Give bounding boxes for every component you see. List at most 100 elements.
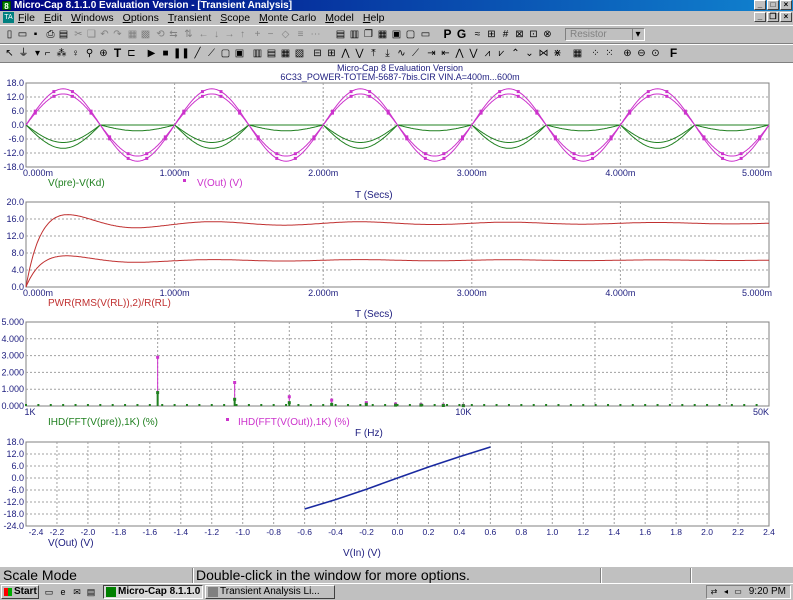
save-icon[interactable]: ▪ [33, 29, 38, 40]
data-points-icon[interactable]: ⁘ [591, 48, 600, 59]
zoom-out-icon[interactable]: − [267, 29, 274, 40]
menu-windows[interactable]: Windows [71, 12, 114, 24]
scale-icon[interactable]: ⊡ [529, 29, 538, 40]
document-icon[interactable]: TA [3, 12, 14, 23]
cursor-mode-icon[interactable]: ⊟ [313, 48, 322, 59]
speaker-icon[interactable]: ◂ [723, 587, 728, 596]
dropdown-arrow-icon[interactable]: ▾ [34, 48, 41, 59]
stop-icon[interactable]: ■ [162, 48, 169, 59]
redo-icon[interactable]: ↷ [113, 29, 122, 40]
mark-icon[interactable]: ⊠ [515, 29, 524, 40]
menu-model[interactable]: Model [325, 12, 354, 24]
undo-icon[interactable]: ↶ [100, 29, 109, 40]
fft-button[interactable]: F [669, 46, 678, 60]
line-icon[interactable]: ╱ [194, 48, 201, 59]
menu-transient[interactable]: Transient [167, 12, 212, 24]
x-cross-icon[interactable]: ⋈ [538, 48, 549, 59]
browser-icon[interactable]: e [60, 587, 66, 597]
doc-restore-button[interactable]: ❐ [767, 12, 779, 22]
doc-close-button[interactable]: × [780, 12, 792, 22]
inflection-icon[interactable]: ∿ [397, 48, 406, 59]
step-right-icon[interactable]: → [224, 29, 235, 40]
next-interp-icon[interactable]: ⇤ [441, 48, 450, 59]
analysis-plots[interactable]: Micro-Cap 8 Evaluation Version 6C33_POWE… [0, 63, 793, 566]
frame-icon[interactable]: ▣ [234, 48, 245, 59]
diagonal-icon[interactable]: ⟋ [208, 48, 215, 59]
monitor-icon[interactable]: ▭ [734, 587, 742, 596]
valley-icon[interactable]: ⋁ [355, 48, 364, 59]
fit-icon[interactable]: ◇ [281, 29, 290, 40]
info-icon[interactable]: ♀ [71, 48, 80, 59]
zoom-fit-icon[interactable]: ⊙ [651, 48, 660, 59]
tag-icon[interactable]: ▦ [572, 48, 583, 59]
minimize-button[interactable]: _ [754, 0, 766, 10]
align-icon[interactable]: ≡ [297, 29, 304, 40]
step-up-icon[interactable]: ↑ [240, 29, 245, 40]
text-tool-button[interactable]: T [113, 46, 122, 60]
notes-icon[interactable]: ▢ [405, 29, 416, 40]
bus-icon[interactable]: ⁂ [56, 48, 67, 59]
box-icon[interactable]: ▢ [220, 48, 231, 59]
menu-options[interactable]: Options [122, 12, 159, 24]
select-mode-icon[interactable]: ↖ [5, 48, 14, 59]
zoom-in-icon[interactable]: + [254, 29, 261, 40]
global-high-icon[interactable]: ⩘ [484, 48, 491, 59]
cut-icon[interactable]: ✂ [74, 29, 83, 40]
help-icon[interactable]: ⚲ [85, 48, 94, 59]
scale-mode-icon[interactable]: ⊞ [327, 48, 336, 59]
low-icon[interactable]: ⤓ [385, 48, 390, 59]
wire-icon[interactable]: ⌐ [44, 48, 51, 59]
rotate-icon[interactable]: ⟲ [156, 29, 165, 40]
window-list-icon[interactable]: ▦ [377, 29, 388, 40]
mirror-icon[interactable]: ⇆ [169, 29, 178, 40]
clear-icon[interactable]: ▩ [140, 29, 151, 40]
minor-grid-icon[interactable]: ▧ [294, 48, 305, 59]
desktop-icon[interactable]: ▭ [44, 587, 54, 597]
axis-icon[interactable]: ▤ [266, 48, 277, 59]
menu-monte-carlo[interactable]: Monte Carlo [259, 12, 317, 24]
step-left-icon[interactable]: ← [198, 29, 209, 40]
menu-file[interactable]: File [18, 12, 35, 24]
calculator-icon[interactable]: ▣ [391, 29, 402, 40]
bottom-icon[interactable]: ⌄ [525, 48, 534, 59]
flip-icon[interactable]: ⇅ [184, 29, 193, 40]
menu-edit[interactable]: Edit [43, 12, 63, 24]
zoom-out-plot-icon[interactable]: ⊖ [637, 48, 646, 59]
grid-icon[interactable]: ▥ [252, 48, 263, 59]
next-point-icon[interactable]: ⇥ [427, 48, 436, 59]
print-preview-icon[interactable]: ▤ [58, 29, 69, 40]
mail-icon[interactable]: ✉ [73, 587, 81, 597]
wave-table-icon[interactable]: ⊞ [487, 29, 496, 40]
graph-button[interactable]: G [456, 27, 467, 41]
paste-icon[interactable]: ▦ [127, 29, 138, 40]
tile-horizontal-icon[interactable]: ▤ [335, 29, 346, 40]
component-mode-icon[interactable]: ⏚ [18, 48, 29, 59]
peak-to-peak-icon[interactable]: ⋀ [455, 48, 464, 59]
slope-icon[interactable]: ⟋ [412, 48, 419, 59]
peak-icon[interactable]: ⋀ [341, 48, 350, 59]
zoom-in-plot-icon[interactable]: ⊕ [623, 48, 632, 59]
graphics-icon[interactable]: ⊏ [127, 48, 136, 59]
explorer-icon[interactable]: ▤ [86, 587, 96, 597]
plot-grid-icon[interactable]: ▦ [280, 48, 291, 59]
task-microcap[interactable]: Micro-Cap 8.1.1.0 ... [103, 585, 203, 599]
menu-scope[interactable]: Scope [220, 12, 251, 24]
copy-icon[interactable]: ❏ [87, 29, 96, 40]
high-icon[interactable]: ⤒ [371, 48, 376, 59]
app-icon[interactable]: 8 [2, 1, 11, 11]
new-file-icon[interactable]: ▯ [6, 29, 13, 40]
menu-help[interactable]: Help [362, 12, 385, 24]
print-icon[interactable]: ⎙ [46, 29, 55, 40]
point-icon[interactable]: ⊕ [99, 48, 108, 59]
run-icon[interactable]: ▶ [147, 48, 156, 59]
pause-icon[interactable]: ❚❚ [173, 48, 190, 59]
network-icon[interactable]: ⇄ [710, 587, 718, 596]
peak-button[interactable]: P [443, 27, 452, 41]
maximize-button[interactable]: □ [767, 0, 779, 10]
tile-vertical-icon[interactable]: ▥ [349, 29, 360, 40]
task-transient-analysis[interactable]: Transient Analysis Li... [205, 585, 335, 599]
valley-to-valley-icon[interactable]: ⋁ [469, 48, 478, 59]
open-file-icon[interactable]: ▭ [17, 29, 28, 40]
top-icon[interactable]: ⌃ [511, 48, 520, 59]
reset-icon[interactable]: ⊗ [543, 29, 552, 40]
